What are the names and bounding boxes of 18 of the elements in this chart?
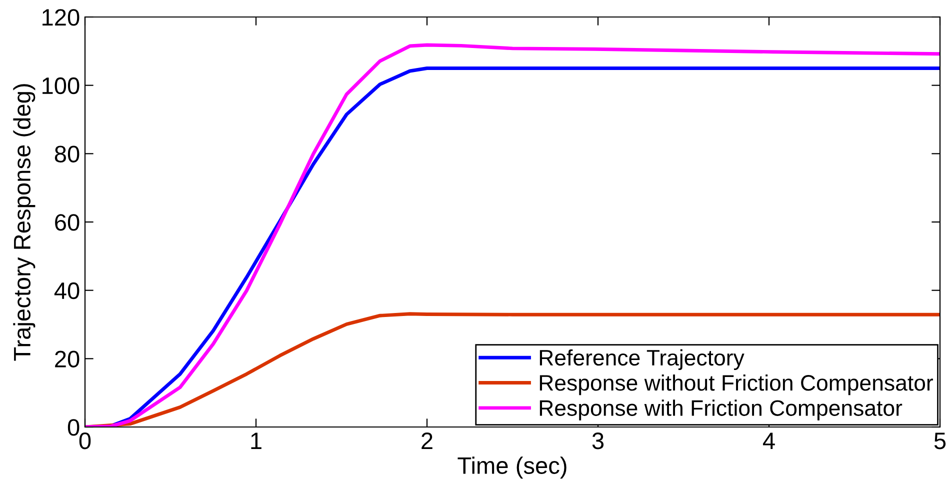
x-tick-label: 2 bbox=[422, 432, 432, 449]
x-tick-label: 1 bbox=[251, 432, 262, 449]
y-tick-label: 100 bbox=[42, 77, 80, 94]
legend-label: Response without Friction Compensator bbox=[540, 374, 933, 396]
x-axis-title: Time (sec) bbox=[458, 456, 566, 479]
y-tick-label: 0 bbox=[68, 419, 80, 436]
legend-label: Response with Friction Compensator bbox=[540, 400, 902, 420]
legend-label: Reference Trajectory bbox=[540, 349, 744, 370]
x-tick-label: 3 bbox=[592, 432, 604, 450]
y-tick-label: 60 bbox=[55, 214, 80, 231]
y-axis-title: Trajectory Response (deg) bbox=[13, 84, 36, 361]
y-tick-label: 80 bbox=[54, 146, 80, 162]
y-tick-label: 20 bbox=[55, 350, 80, 368]
x-tick-label: 5 bbox=[934, 432, 946, 450]
y-tick-label: 40 bbox=[54, 282, 80, 300]
y-tick-label: 120 bbox=[42, 9, 80, 26]
x-tick-label: 0 bbox=[79, 432, 91, 450]
x-tick-label: 4 bbox=[762, 432, 775, 449]
